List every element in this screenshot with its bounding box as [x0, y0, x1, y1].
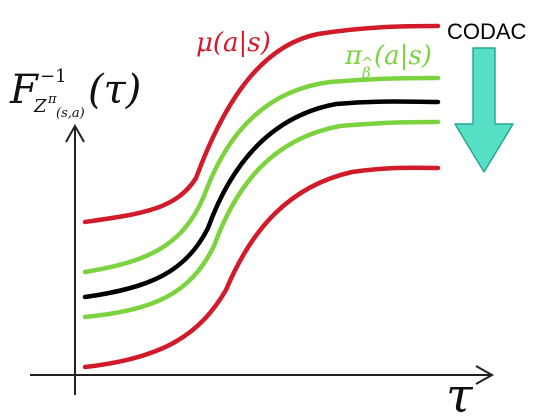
y-label-subscript: Z	[33, 96, 47, 117]
y-label-main: F	[9, 67, 39, 113]
pi-label-sub: β	[361, 64, 371, 82]
pi-label-hat: ^	[361, 54, 374, 72]
x-axis	[30, 365, 495, 385]
svg-text:F: F	[9, 67, 39, 113]
y-axis-label: F −1 Z π (s,a) (τ)	[9, 66, 141, 121]
svg-text:−1: −1	[40, 66, 67, 87]
pi-label: π ^ β (a|s)	[344, 41, 432, 82]
mu-upper-curve	[82, 23, 441, 225]
svg-text:(s,a): (s,a)	[56, 106, 85, 121]
y-label-subscript-sup: π	[47, 92, 57, 107]
y-axis	[65, 123, 85, 395]
svg-text:Z: Z	[33, 96, 47, 117]
pi-lower-curve	[82, 119, 441, 320]
mu-lower-curve	[82, 165, 441, 370]
black-center-curve	[82, 99, 441, 300]
svg-text:π: π	[47, 92, 57, 107]
x-axis-label: τ	[446, 368, 474, 419]
pi-upper-curve	[82, 75, 441, 275]
svg-text:(τ): (τ)	[88, 67, 141, 113]
pi-label-main: π	[344, 41, 363, 71]
pi-label-argument: (a|s)	[374, 41, 432, 71]
codac-label: CODAC	[447, 19, 527, 44]
y-label-subscript-sup-sub: (s,a)	[56, 106, 85, 121]
mu-label: μ(a|s)	[196, 28, 271, 58]
down-arrow-icon	[454, 47, 514, 173]
y-label-superscript: −1	[40, 66, 67, 87]
y-label-argument: (τ)	[88, 67, 141, 113]
